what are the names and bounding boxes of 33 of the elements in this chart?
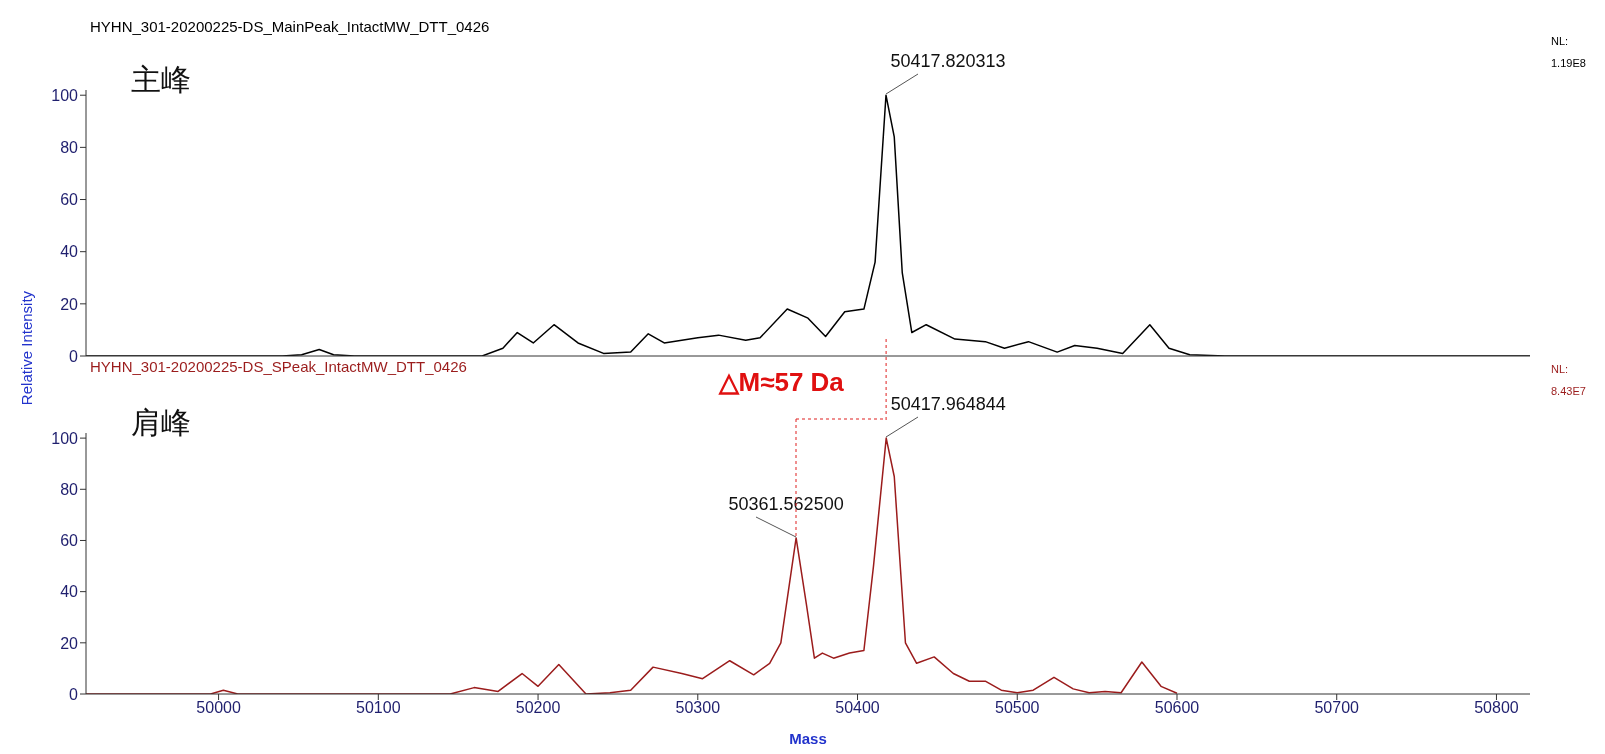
y-tick-label: 20 <box>60 634 79 652</box>
y-tick-label: 40 <box>60 583 79 601</box>
y-tick-label: 0 <box>69 347 79 365</box>
y-tick-label: 20 <box>60 295 79 313</box>
x-tick-label: 50000 <box>196 699 241 717</box>
y-tick-label: 40 <box>60 243 79 261</box>
y-tick-label: 80 <box>60 139 79 157</box>
y-axis-title: Relative Intensity <box>18 290 35 406</box>
y-tick-label: 100 <box>51 429 79 447</box>
text: NL: 1.19E8 <box>1551 35 1586 69</box>
y-tick-label: 100 <box>51 86 79 104</box>
text: NL: 8.43E7 <box>1551 363 1586 397</box>
y-tick-label: 60 <box>60 532 79 550</box>
annotation: 50417.820313 <box>890 51 1006 72</box>
annotation: 肩峰 <box>131 405 191 440</box>
x-tick-label: 50800 <box>1474 699 1519 717</box>
annotation: 50417.964844 <box>890 394 1006 415</box>
annotation: 主峰 <box>131 62 191 97</box>
y-tick-label: 80 <box>60 480 79 498</box>
text: △M≈57 Da <box>718 367 844 397</box>
y-tick-label: 60 <box>60 191 79 209</box>
x-tick-label: 50600 <box>1154 699 1200 717</box>
x-tick-label: 50700 <box>1314 699 1360 717</box>
y-tick-label: 0 <box>69 685 79 703</box>
x-tick-label: 50500 <box>995 699 1040 717</box>
x-tick-label: 50200 <box>515 699 561 717</box>
x-axis-title: Mass <box>789 730 827 747</box>
annotation: 50361.562500 <box>728 493 844 514</box>
chart-title: HYHN_301-20200225-DS_MainPeak_IntactMW_DTT_0426 <box>90 18 490 35</box>
x-tick-label: 50300 <box>675 699 721 717</box>
x-tick-label: 50400 <box>835 699 880 717</box>
chart-title: HYHN_301-20200225-DS_SPeak_IntactMW_DTT_0426 <box>90 358 467 375</box>
x-tick-label: 50100 <box>356 699 401 717</box>
